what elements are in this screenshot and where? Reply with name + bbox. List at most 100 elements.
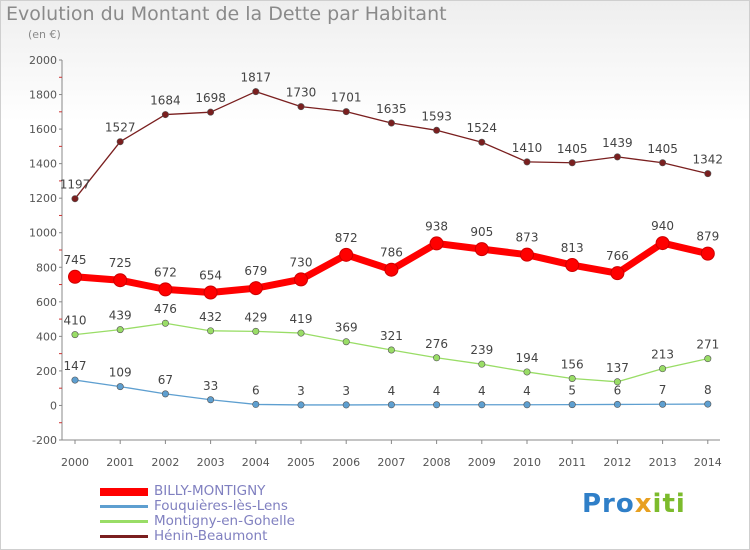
data-label: 872 (335, 231, 358, 245)
x-tick-label: 2009 (468, 456, 496, 469)
data-label: 1527 (105, 121, 136, 135)
data-label: 156 (561, 358, 584, 372)
data-point (387, 401, 395, 409)
data-label: 938 (425, 219, 448, 233)
data-label: 873 (516, 231, 539, 245)
data-point (433, 126, 441, 134)
y-tick-label: 800 (36, 261, 57, 274)
y-tick-label: 1600 (29, 123, 57, 136)
data-label: 766 (606, 249, 629, 263)
y-tick-label: 400 (36, 330, 57, 343)
data-label: 4 (523, 384, 531, 398)
data-label: 429 (244, 310, 267, 324)
data-point (700, 246, 715, 261)
y-tick-label: 2000 (29, 54, 57, 67)
data-label: 213 (651, 348, 674, 362)
data-label: 321 (380, 329, 403, 343)
data-point (116, 383, 124, 391)
data-point (520, 247, 534, 262)
data-label: 879 (696, 230, 719, 244)
data-label: 905 (470, 225, 493, 239)
data-label: 1405 (557, 142, 588, 156)
x-tick-label: 2013 (649, 456, 677, 469)
data-point (252, 88, 260, 96)
chart-title: Evolution du Montant de la Dette par Hab… (6, 3, 447, 25)
data-label: 6 (252, 383, 260, 397)
data-label: 6 (614, 383, 622, 397)
data-point (207, 327, 215, 335)
x-tick-label: 2003 (197, 456, 225, 469)
data-point (158, 282, 173, 297)
data-label: 786 (380, 246, 403, 260)
data-label: 940 (651, 219, 674, 233)
data-label: 8 (704, 383, 712, 397)
data-point (610, 266, 625, 281)
data-label: 4 (433, 384, 441, 398)
legend-label: Hénin-Beaumont (154, 528, 268, 544)
legend-label: BILLY-MONTIGNY (154, 483, 266, 499)
data-label: 1405 (647, 142, 678, 156)
data-label: 7 (659, 383, 667, 397)
data-point (523, 158, 531, 166)
data-point (161, 319, 169, 327)
data-label: 109 (109, 366, 132, 380)
x-tick-label: 2014 (694, 456, 722, 469)
data-point (523, 368, 531, 376)
data-point (659, 365, 667, 373)
chart-subtitle: (en €) (28, 28, 61, 41)
x-tick-label: 2008 (423, 456, 451, 469)
data-label: 239 (470, 343, 493, 357)
data-point (297, 401, 305, 409)
data-point (433, 354, 441, 362)
data-label: 410 (64, 314, 87, 328)
x-tick-label: 2012 (603, 456, 631, 469)
data-label: 67 (158, 373, 173, 387)
data-point (704, 400, 712, 408)
data-point (252, 327, 260, 335)
data-label: 1635 (376, 102, 407, 116)
legend-swatch (100, 488, 148, 496)
data-point (248, 281, 263, 296)
x-tick-label: 2010 (513, 456, 541, 469)
data-label: 1698 (195, 91, 226, 105)
data-label: 271 (696, 338, 719, 352)
data-point (207, 396, 215, 404)
data-label: 194 (516, 351, 539, 365)
data-label: 476 (154, 302, 177, 316)
data-point (429, 236, 444, 251)
data-point (113, 273, 128, 288)
data-point (207, 108, 215, 116)
data-point (478, 138, 486, 146)
x-tick-label: 2004 (242, 456, 270, 469)
data-point (568, 375, 576, 383)
data-point (339, 247, 354, 262)
data-label: 1524 (467, 121, 498, 135)
data-point (116, 326, 124, 334)
data-label: 4 (478, 384, 486, 398)
data-point (116, 138, 124, 146)
data-point (655, 236, 670, 251)
data-point (568, 401, 576, 409)
data-label: 745 (64, 253, 87, 267)
x-tick-label: 2011 (558, 456, 586, 469)
x-tick-label: 2001 (106, 456, 134, 469)
data-point (342, 338, 350, 346)
data-label: 439 (109, 309, 132, 323)
data-point (297, 329, 305, 337)
data-point (342, 401, 350, 409)
y-tick-label: 600 (36, 296, 57, 309)
data-point (613, 153, 621, 161)
data-point (523, 401, 531, 409)
data-label: 1684 (150, 94, 181, 108)
data-label: 276 (425, 337, 448, 351)
logo-part: Pro (582, 489, 635, 519)
data-point (161, 111, 169, 119)
data-point (474, 242, 489, 257)
data-point (161, 390, 169, 398)
data-label: 1410 (512, 141, 543, 155)
logo-part: iti (652, 489, 686, 519)
data-label: 419 (290, 312, 313, 326)
data-point (478, 360, 486, 368)
data-label: 33 (203, 379, 218, 393)
